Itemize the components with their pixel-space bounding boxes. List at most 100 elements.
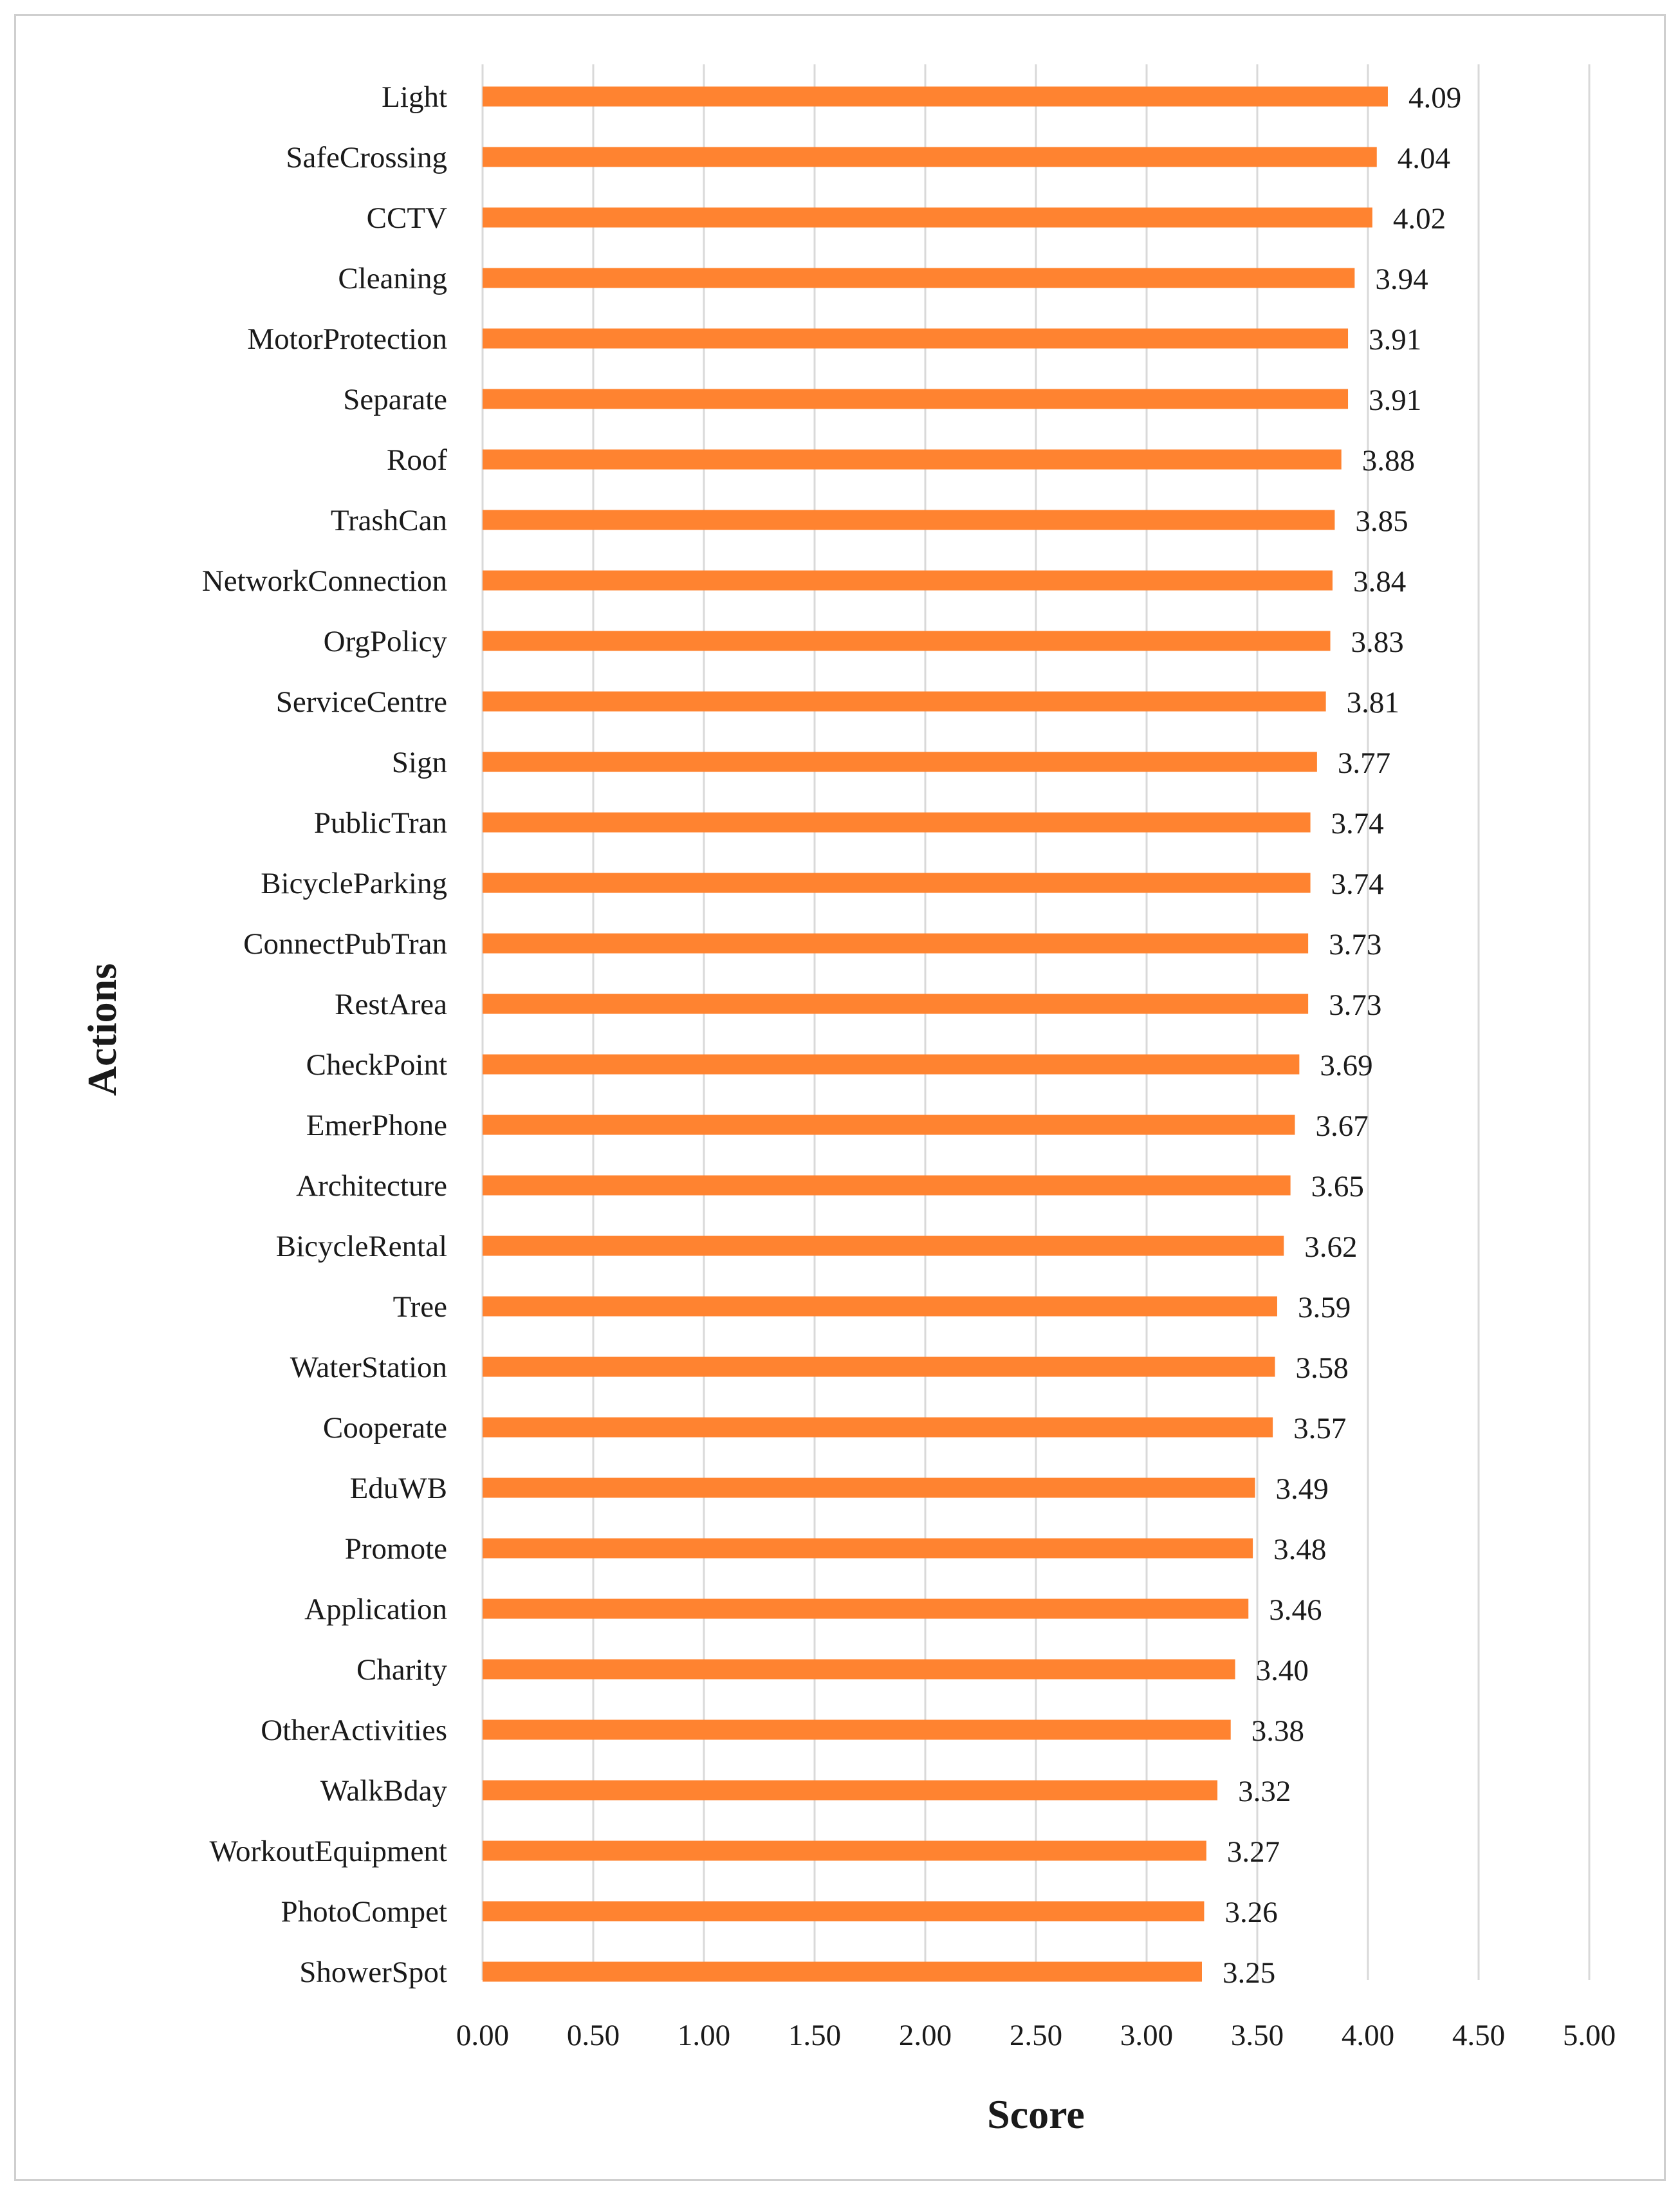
category-label: MotorProtection [247,322,447,356]
x-tick-label: 5.00 [1563,2019,1616,2052]
x-tick-label: 3.00 [1120,2019,1173,2052]
gridlines [481,64,1591,1980]
value-label: 3.38 [1251,1714,1304,1748]
value-label: 3.27 [1227,1835,1280,1869]
value-label: 3.40 [1256,1654,1309,1687]
bar [483,328,1349,349]
category-label: CCTV [367,201,447,235]
x-tick-label: 1.50 [788,2019,841,2052]
bar [483,147,1377,167]
category-label: RestArea [335,988,447,1021]
value-label: 3.49 [1276,1472,1329,1506]
category-label: Cooperate [323,1411,447,1445]
x-tick-label: 2.00 [899,2019,952,2052]
value-label: 4.09 [1408,81,1461,115]
bar [483,1054,1300,1075]
bar [483,631,1331,651]
bars [483,86,1388,1982]
x-tick-label: 0.00 [456,2019,509,2052]
category-label: PhotoCompet [281,1895,447,1929]
category-label: EduWB [350,1472,447,1505]
bar [483,1175,1291,1196]
value-label: 3.74 [1331,867,1384,901]
x-tick-label: 4.50 [1452,2019,1505,2052]
bar [483,1961,1202,1982]
bar [483,1357,1275,1377]
bar [483,1840,1206,1861]
bar [483,1719,1231,1740]
category-label: CheckPoint [306,1048,447,1082]
category-label: Separate [343,383,447,416]
bar [483,389,1349,409]
chart-frame: Light SafeCrossing CCTV Cleaning MotorProtec… [14,14,1666,2181]
value-label: 3.58 [1296,1351,1349,1385]
category-label: EmerPhone [306,1109,447,1142]
x-axis-title: Score [987,2091,1085,2137]
bar [483,994,1309,1014]
bar [483,1296,1277,1317]
x-tick-label: 4.00 [1342,2019,1394,2052]
value-label: 3.57 [1293,1412,1346,1445]
value-label: 3.25 [1223,1956,1275,1990]
category-label: Roof [387,443,447,477]
bar [483,1901,1205,1922]
value-label: 3.48 [1273,1533,1326,1566]
category-label: OrgPolicy [324,625,448,658]
bar [483,933,1309,954]
category-label: Sign [392,746,447,779]
category-label: TrashCan [331,504,447,537]
bar [483,1477,1255,1498]
x-tick-label: 0.50 [567,2019,620,2052]
bar [483,691,1326,712]
bar [483,1780,1218,1801]
bar [483,873,1311,893]
value-label: 3.46 [1269,1593,1322,1627]
value-label: 3.32 [1238,1775,1291,1808]
category-label: PublicTran [314,806,447,840]
value-label: 3.65 [1311,1170,1364,1203]
x-tick-labels: 0.00 0.50 1.00 1.50 2.00 2.50 3.00 3.50 4.00 4.50… [456,2019,1616,2052]
value-label: 3.91 [1369,323,1421,357]
value-label: 4.04 [1398,142,1450,175]
value-label: 3.62 [1304,1230,1357,1264]
value-label: 3.77 [1338,746,1390,780]
category-label: ShowerSpot [299,1956,447,1989]
bar [483,752,1317,772]
x-tick-label: 1.00 [678,2019,730,2052]
category-label: WorkoutEquipment [209,1835,447,1868]
value-labels: 4.09 4.04 4.02 3.94 3.91 3.91 3.88 3.85 3.84 3.83… [1223,81,1461,1990]
category-label: Light [382,80,447,114]
value-label: 3.74 [1331,807,1384,840]
value-label: 3.59 [1298,1291,1351,1324]
category-label: Cleaning [338,262,447,295]
bar [483,207,1372,228]
value-label: 3.26 [1224,1896,1277,1929]
category-label: BicycleRental [276,1230,447,1263]
value-label: 3.91 [1369,384,1421,417]
bar [483,1236,1284,1256]
category-label: OtherActivities [261,1714,447,1747]
value-label: 3.94 [1375,263,1428,296]
x-tick-label: 2.50 [1010,2019,1062,2052]
bar [483,1115,1295,1135]
value-label: 3.85 [1355,505,1408,538]
bar [483,510,1335,530]
category-label: SafeCrossing [286,141,447,174]
bar [483,1538,1253,1559]
category-label: Application [304,1593,447,1626]
value-label: 3.67 [1315,1109,1368,1143]
category-label: Charity [356,1653,447,1687]
category-labels: Light SafeCrossing CCTV Cleaning MotorProtec… [202,80,448,1989]
value-label: 3.83 [1351,625,1404,659]
category-label: Tree [393,1290,447,1324]
bar-chart: Light SafeCrossing CCTV Cleaning MotorProtec… [79,64,1616,2137]
value-label: 3.81 [1347,686,1399,719]
category-label: BicycleParking [261,867,447,900]
category-label: ServiceCentre [276,685,447,719]
bar [483,268,1355,288]
value-label: 4.02 [1393,202,1446,236]
bar [483,1659,1235,1680]
bar [483,1417,1273,1438]
value-label: 3.69 [1320,1049,1372,1082]
value-label: 3.73 [1329,988,1381,1022]
